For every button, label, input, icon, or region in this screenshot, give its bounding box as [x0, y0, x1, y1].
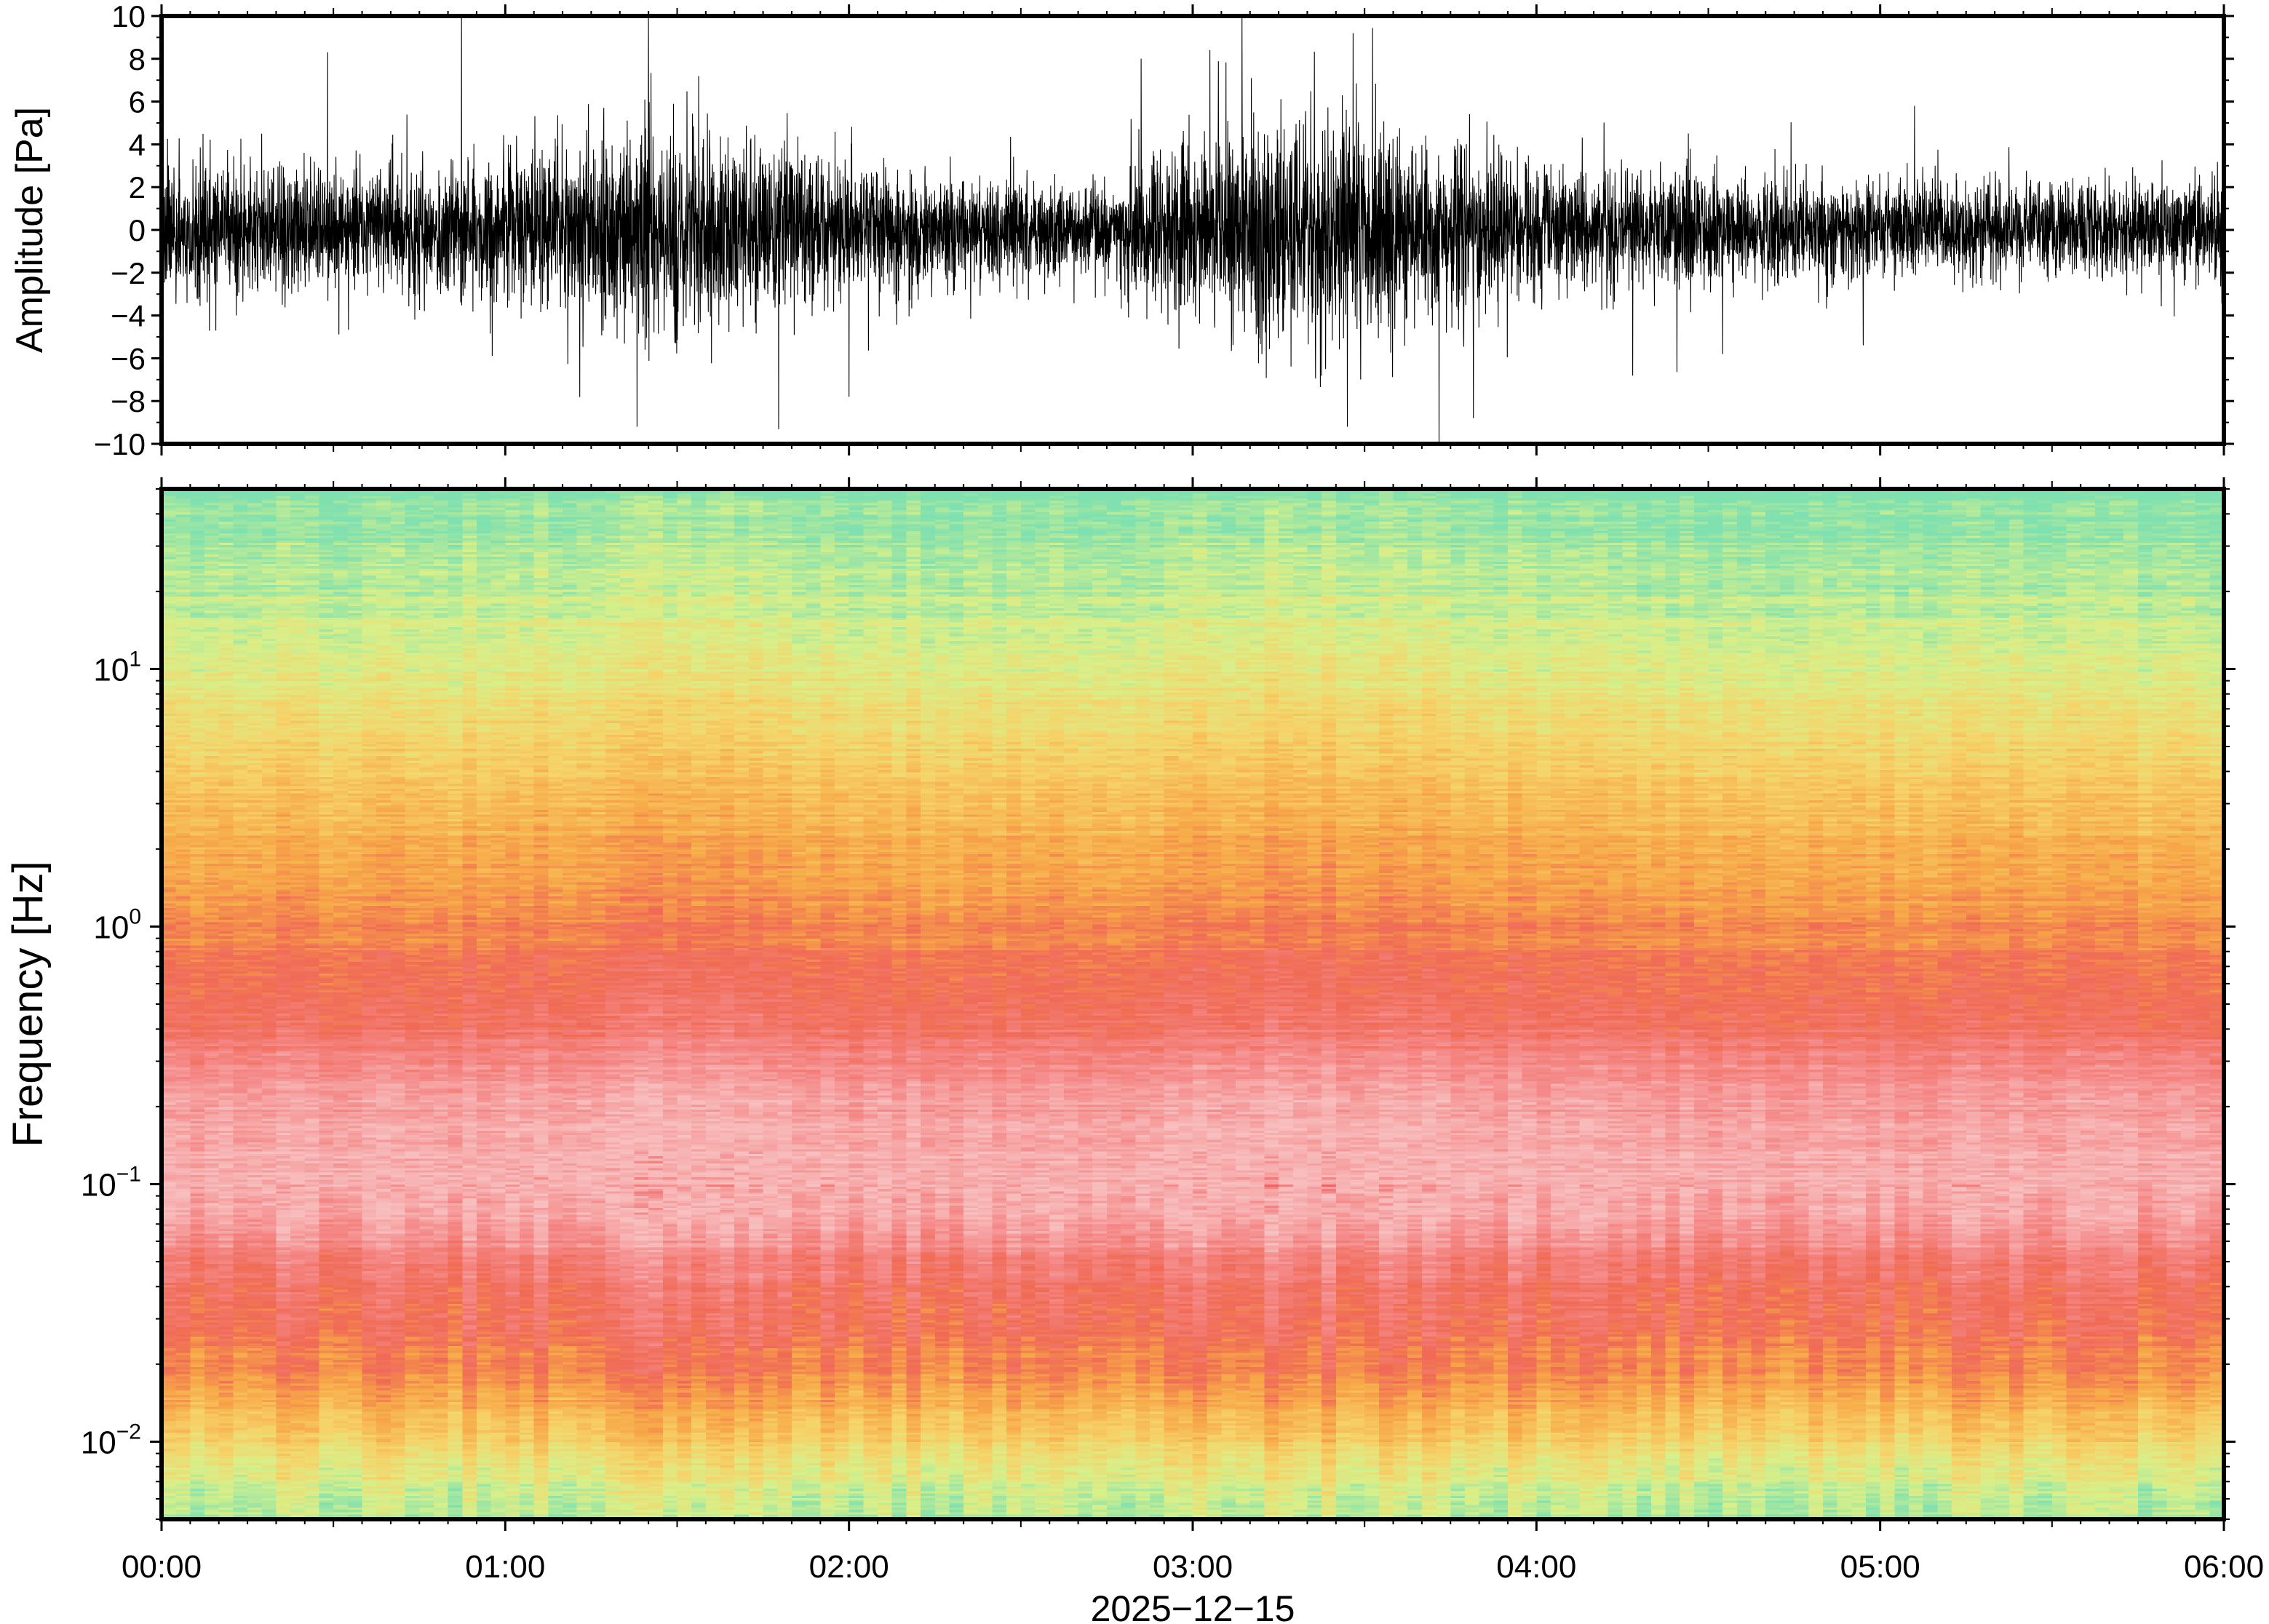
waveform-y-tick-label: −2 [111, 256, 146, 290]
waveform-y-tick-label: 0 [129, 213, 146, 247]
spectrogram-x-tick-label: 00:00 [122, 1549, 202, 1585]
spectrogram-frame [159, 487, 2226, 1521]
waveform-y-tick-label: 10 [111, 0, 146, 33]
waveform-y-tick-label: −6 [111, 341, 146, 375]
spectrogram-x-tick-label: 03:00 [1153, 1549, 1233, 1585]
waveform-panel: −10 −8 −6 −4 −2 0 2 4 6 8 10 Amplitude [Pa] [9, 0, 2234, 461]
waveform-y-tick-label: 2 [129, 170, 146, 204]
waveform-y-tick-label: −10 [94, 427, 146, 461]
spectrogram-heatmap [162, 489, 2224, 1519]
spectrogram-x-tick-label: 02:00 [809, 1549, 889, 1585]
spectrogram-x-tick-label: 05:00 [1840, 1549, 1920, 1585]
waveform-y-axis-title: Amplitude [Pa] [9, 107, 51, 353]
waveform-trace [161, 15, 2225, 445]
spectrogram-x-tick-label: 06:00 [2184, 1549, 2264, 1585]
waveform-y-tick-label: 4 [129, 127, 146, 162]
waveform-y-tick-label: −8 [111, 384, 146, 418]
spectrogram-x-tick-label: 04:00 [1496, 1549, 1576, 1585]
waveform-y-tick-label: −4 [111, 299, 146, 333]
waveform-y-tick-label: 6 [129, 85, 146, 119]
spectrogram-y-axis-title: Frequency [Hz] [4, 861, 52, 1147]
spectrogram-x-tick-label: 01:00 [465, 1549, 545, 1585]
x-axis-date-label: 2025−12−15 [1091, 1588, 1295, 1624]
waveform-frame [159, 14, 2226, 446]
waveform-y-tick-label: 8 [129, 42, 146, 76]
